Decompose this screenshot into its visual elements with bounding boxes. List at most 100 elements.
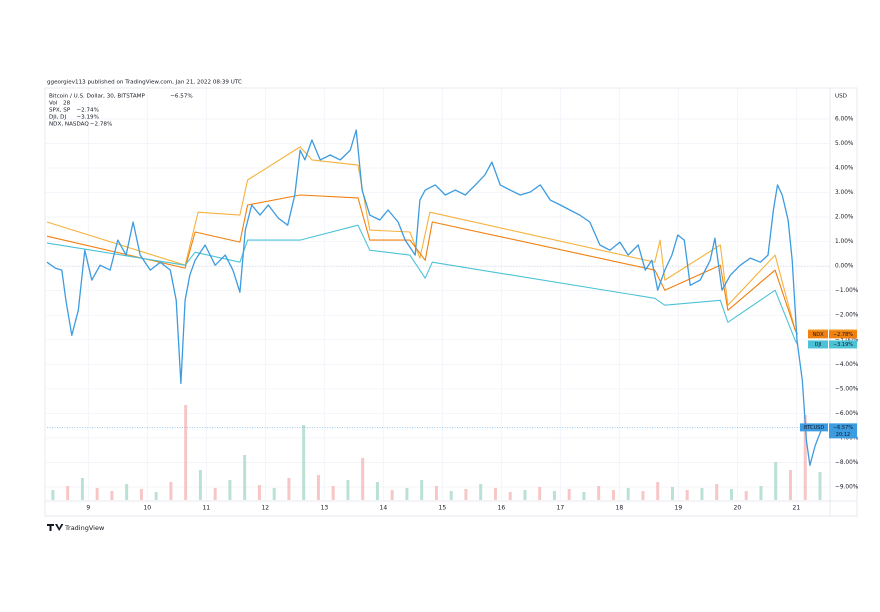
volume-bar xyxy=(51,490,55,500)
volume-bar xyxy=(228,480,232,500)
y-tick-label: −3.00% xyxy=(835,337,859,343)
volume-bar xyxy=(449,491,453,500)
volume-bar xyxy=(552,491,556,500)
legend-value: −2.74% xyxy=(76,108,98,114)
y-tick-label: 2.00% xyxy=(835,215,854,221)
badge-name: NDX xyxy=(812,332,824,338)
legend-value: −3.19% xyxy=(76,115,98,121)
series-line xyxy=(46,194,798,335)
x-tick-label: 10 xyxy=(143,505,151,512)
volume-bar xyxy=(803,415,807,500)
brand-logo xyxy=(47,524,64,531)
legend-value: 28 xyxy=(63,101,71,107)
legend-text: NDX, NASDAQ xyxy=(49,122,89,128)
x-tick-label: 12 xyxy=(261,505,269,512)
legend-text: DJI, DJ xyxy=(49,115,66,121)
legend-text: SPX, SP xyxy=(49,108,71,114)
x-tick-label: 9 xyxy=(86,505,90,512)
volume-bar xyxy=(80,478,84,500)
x-tick-label: 18 xyxy=(616,505,624,512)
price-badge: DJI −3.19% xyxy=(808,340,857,349)
volume-bar xyxy=(375,482,379,500)
panel-frame xyxy=(44,87,858,517)
volume-bar xyxy=(567,489,571,500)
volume-bar xyxy=(641,491,645,500)
volume-bar xyxy=(213,488,217,500)
x-tick-label: 15 xyxy=(439,505,447,512)
volume-bar xyxy=(169,482,173,500)
y-tick-label: 0.00% xyxy=(835,264,854,270)
volume-bar xyxy=(420,480,424,500)
currency-label: USD xyxy=(835,94,847,100)
volume-bar xyxy=(523,490,527,500)
badge-value: −6.57% xyxy=(833,425,853,431)
volume-bar xyxy=(611,490,615,500)
y-tick-label: 4.00% xyxy=(835,165,854,171)
x-tick-label: 14 xyxy=(380,505,388,512)
volume-bar xyxy=(198,470,202,500)
y-tick-label: −5.00% xyxy=(835,386,859,392)
y-tick-label: 1.00% xyxy=(835,239,854,245)
volume-bar xyxy=(670,487,674,500)
y-tick-label: 5.00% xyxy=(835,141,854,147)
volume-bar xyxy=(759,486,763,500)
badge-value-bg xyxy=(829,330,857,339)
badge-value-bg xyxy=(829,340,857,349)
y-tick-label: 6.00% xyxy=(835,116,854,122)
series-line xyxy=(46,129,823,467)
volume-bar xyxy=(818,472,822,500)
volume-bar xyxy=(110,491,114,500)
volume-bar xyxy=(538,487,542,500)
volume-bar xyxy=(700,488,704,500)
volume-bar xyxy=(744,491,748,500)
volume-bar xyxy=(656,482,660,500)
volume-bar xyxy=(508,492,512,500)
volume-bar xyxy=(184,405,188,500)
y-tick-label: −6.00% xyxy=(835,411,859,417)
legend-text: Bitcoin / U.S. Dollar, 30, BITSTAMP xyxy=(49,94,145,100)
y-tick-label: −8.00% xyxy=(835,460,859,466)
volume-bar xyxy=(331,486,335,500)
x-tick-label: 21 xyxy=(793,505,801,512)
attribution: ggeorgiev113 published on TradingView.co… xyxy=(47,80,242,86)
badge-name-bg xyxy=(808,340,828,349)
price-badge: BTCUSD −6.57%20:12 xyxy=(800,423,857,439)
volume-bar xyxy=(788,470,792,500)
badge-name: BTCUSD xyxy=(804,425,825,431)
x-tick-label: 17 xyxy=(557,505,565,512)
volume-bar xyxy=(626,488,630,500)
x-tick-label: 11 xyxy=(202,505,210,512)
legend-value: −2.78% xyxy=(90,122,112,128)
volume-bar xyxy=(66,486,70,500)
badge-value-bg xyxy=(829,423,857,439)
badge-name-bg xyxy=(800,423,828,432)
volume-bar xyxy=(434,486,438,500)
volume-bar xyxy=(302,425,306,500)
volume xyxy=(51,405,822,500)
volume-bar xyxy=(139,489,143,500)
volume-bar xyxy=(346,480,350,500)
volume-bar xyxy=(479,484,483,500)
brand-name: TradingView xyxy=(64,524,105,532)
volume-bar xyxy=(316,475,320,500)
badge-value: −2.78% xyxy=(833,332,853,338)
volume-bar xyxy=(582,492,586,500)
badge-value: −3.19% xyxy=(833,342,853,348)
volume-bar xyxy=(154,492,158,500)
volume-bar xyxy=(243,455,247,500)
volume-bar xyxy=(257,485,261,500)
badge-countdown: 20:12 xyxy=(836,432,850,438)
volume-bar xyxy=(685,490,689,500)
series-line xyxy=(46,224,798,345)
x-tick-label: 19 xyxy=(675,505,683,512)
y-tick-label: −9.00% xyxy=(835,484,859,490)
volume-bar xyxy=(774,462,778,500)
volume-bar xyxy=(125,484,129,500)
y-tick-label: −7.00% xyxy=(835,435,859,441)
badge-name: DJI xyxy=(815,342,822,348)
x-tick-label: 16 xyxy=(498,505,506,512)
volume-bar xyxy=(405,488,409,500)
volume-bar xyxy=(287,478,291,500)
